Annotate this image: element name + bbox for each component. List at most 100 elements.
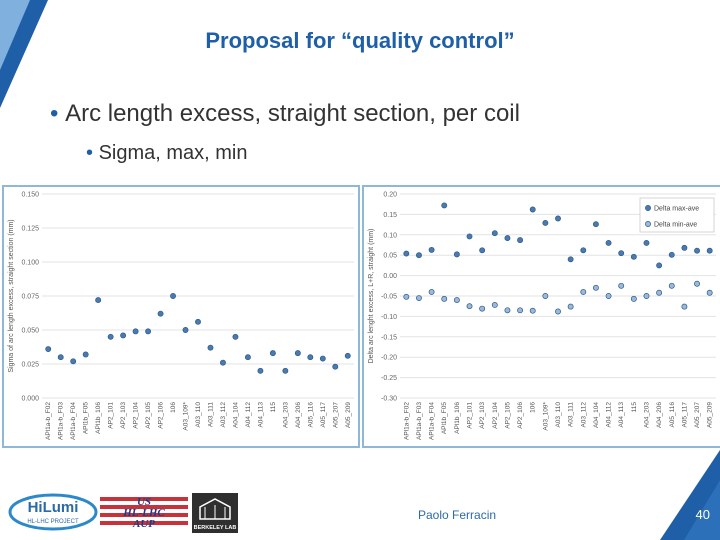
data-point <box>567 256 574 263</box>
y-tick-label: -0.25 <box>381 375 397 382</box>
berkeley-logo-text: BERKELEY LAB <box>194 525 237 531</box>
data-point <box>517 237 524 244</box>
corner-decoration-bottom-right <box>660 450 720 540</box>
data-point <box>580 247 587 254</box>
x-tick-label: A04_104 <box>232 402 239 428</box>
x-tick-label: 106 <box>530 402 537 413</box>
data-point <box>157 310 164 317</box>
bullet-text: Sigma, max, min <box>98 142 248 164</box>
x-tick-label: A05_116 <box>307 402 314 428</box>
x-tick-label: A04_104 <box>593 402 600 428</box>
x-tick-label: A04_203 <box>282 402 289 428</box>
x-tick-label: A03_112 <box>220 402 227 428</box>
data-point <box>706 289 713 296</box>
data-point <box>344 352 351 359</box>
data-point <box>491 302 498 308</box>
data-point <box>466 233 473 240</box>
data-point <box>643 240 650 246</box>
bullet-dot: • <box>86 142 99 164</box>
y-tick-label: 0.150 <box>21 192 39 199</box>
data-point <box>529 206 536 213</box>
data-point <box>618 250 625 257</box>
x-tick-label: APl1a-b_F02 <box>45 402 52 440</box>
data-point <box>542 293 549 299</box>
data-point <box>441 295 448 302</box>
data-point <box>244 354 251 361</box>
data-point <box>681 303 688 310</box>
x-tick-label: A03_110 <box>195 402 202 428</box>
data-point <box>694 280 700 287</box>
hilumi-logo-text: HiLumi <box>28 499 79 516</box>
x-tick-label: APl1b_F05 <box>83 402 90 435</box>
y-tick-label: 0.025 <box>21 362 39 369</box>
x-tick-label: 115 <box>631 402 638 413</box>
x-tick-label: A05_207 <box>694 402 701 428</box>
y-tick-label: 0.100 <box>21 260 39 267</box>
data-point <box>282 367 289 374</box>
data-point <box>57 354 64 361</box>
us-hl-lhc-aup-logo: US HL-LHC AUP <box>100 496 188 530</box>
data-point <box>605 293 612 299</box>
data-point <box>170 293 176 299</box>
data-point <box>294 350 301 357</box>
x-tick-label: AP2_105 <box>145 402 152 429</box>
data-point <box>491 230 498 237</box>
data-point <box>319 355 326 362</box>
data-point <box>580 288 587 295</box>
x-tick-label: A04_112 <box>606 402 613 428</box>
data-point <box>232 333 239 340</box>
x-tick-label: A05_207 <box>332 402 339 428</box>
data-point <box>132 328 139 335</box>
x-tick-label: AP2_104 <box>133 402 140 429</box>
x-tick-label: A05_209 <box>707 402 714 428</box>
data-point <box>630 253 637 260</box>
data-point <box>529 307 536 314</box>
x-tick-label: A05_117 <box>681 402 688 428</box>
x-tick-label: A03_109* <box>542 402 549 431</box>
hilumi-logo-subtext: HL-LHC PROJECT <box>27 519 79 525</box>
data-point <box>479 305 486 312</box>
x-tick-label: APl1a-b_F03 <box>58 402 65 440</box>
y-tick-label: 0.00 <box>383 273 397 280</box>
data-point <box>517 307 524 314</box>
x-tick-label: APl1a-b_F04 <box>70 402 77 440</box>
y-tick-label: -0.20 <box>381 355 397 362</box>
x-tick-label: AP2_106 <box>517 402 524 429</box>
data-point <box>656 289 663 296</box>
data-point <box>694 247 700 254</box>
x-tick-label: APl1a-b_F03 <box>416 402 423 440</box>
data-point <box>428 288 435 295</box>
data-point <box>182 327 189 333</box>
bullet-level-1: • Arc length excess, straight section, p… <box>50 100 520 128</box>
x-tick-label: A04_206 <box>295 402 302 428</box>
y-axis-label: Delta arc lenght excess, L+R, straight (… <box>368 229 375 364</box>
data-point <box>605 240 612 246</box>
x-tick-label: A04_206 <box>656 402 663 428</box>
data-point <box>257 367 264 374</box>
data-point <box>555 215 561 222</box>
x-tick-label: A05_209 <box>345 402 352 428</box>
y-tick-label: 0.050 <box>21 328 39 335</box>
data-point <box>592 221 599 228</box>
data-point <box>307 354 314 361</box>
us-logo-line3: AUP <box>132 518 155 530</box>
data-point <box>630 295 637 302</box>
x-tick-label: AP2_105 <box>504 402 511 429</box>
y-axis-label: Sigma of arc length excess, straight sec… <box>8 219 15 372</box>
y-tick-label: 0.10 <box>383 232 397 239</box>
slide-title: Proposal for “quality control” <box>205 28 515 53</box>
x-tick-label: AP2_101 <box>108 402 115 429</box>
x-tick-label: APl1b_106 <box>95 402 102 434</box>
x-tick-label: AP2_106 <box>158 402 165 429</box>
data-point <box>207 344 214 351</box>
us-logo-line2: HL-LHC <box>122 507 165 519</box>
y-tick-label: 0.125 <box>21 226 39 233</box>
x-tick-label: A03_112 <box>580 402 587 428</box>
data-point <box>416 252 422 259</box>
data-point <box>195 318 201 325</box>
x-tick-label: A04_113 <box>618 402 625 428</box>
legend-label: Delta max-ave <box>654 206 699 213</box>
data-point <box>681 244 688 251</box>
x-tick-label: APl1a-b_F02 <box>403 402 410 440</box>
x-tick-label: A03_109* <box>183 402 190 431</box>
